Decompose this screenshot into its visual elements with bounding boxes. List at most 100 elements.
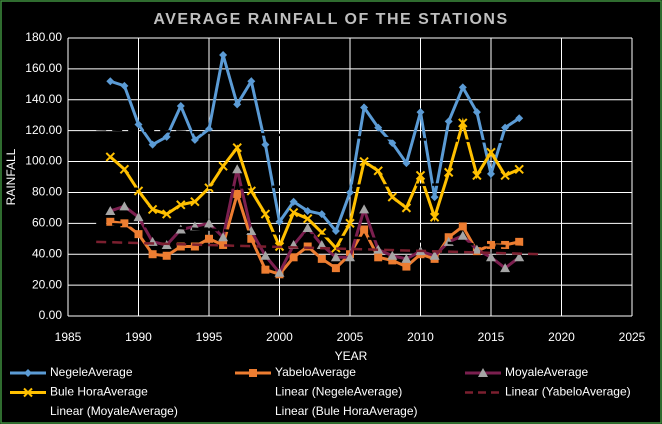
- marker: [430, 193, 439, 202]
- marker: [346, 188, 354, 197]
- marker: [134, 120, 143, 129]
- marker: [360, 225, 369, 234]
- marker: [458, 83, 467, 92]
- marker: [387, 250, 398, 260]
- marker: [429, 250, 440, 260]
- marker: [190, 135, 199, 144]
- y-tick-label: 120.00: [25, 123, 62, 137]
- marker: [247, 234, 256, 243]
- marker: [106, 217, 115, 226]
- marker: [162, 251, 171, 260]
- x-tick-label: 2000: [266, 330, 293, 344]
- marker: [190, 197, 200, 207]
- y-axis-label: RAINFALL: [4, 148, 18, 205]
- marker: [472, 108, 481, 117]
- marker: [120, 219, 129, 228]
- marker: [219, 50, 228, 59]
- y-tick-label: 100.00: [25, 154, 62, 168]
- x-tick-label: 2005: [337, 330, 364, 344]
- legend-label: NegeleAverage: [50, 365, 133, 379]
- marker: [176, 200, 186, 210]
- marker: [133, 212, 144, 222]
- x-tick-label: 1995: [196, 330, 223, 344]
- marker: [374, 253, 383, 262]
- marker: [260, 209, 271, 219]
- marker: [218, 232, 229, 242]
- y-tick-label: 80.00: [32, 185, 62, 199]
- trend-line: [96, 222, 541, 250]
- marker: [317, 254, 326, 263]
- marker: [514, 252, 525, 262]
- marker: [24, 369, 32, 377]
- marker: [261, 140, 270, 149]
- marker: [274, 267, 285, 277]
- marker: [401, 203, 412, 213]
- marker: [443, 167, 454, 178]
- marker: [444, 117, 453, 126]
- marker: [303, 206, 312, 215]
- marker: [289, 253, 298, 262]
- legend-label: Linear (Bule HoraAverage): [275, 404, 418, 418]
- marker: [331, 227, 340, 236]
- marker: [161, 209, 172, 219]
- marker: [331, 264, 340, 273]
- marker: [486, 147, 496, 157]
- legend-label: Linear (YabeloAverage): [505, 385, 631, 399]
- marker: [219, 240, 228, 249]
- marker: [388, 139, 397, 148]
- marker: [387, 192, 398, 202]
- x-tick-label: 2010: [407, 330, 434, 344]
- marker: [317, 210, 326, 219]
- marker: [233, 100, 242, 109]
- y-tick-label: 160.00: [25, 61, 62, 75]
- legend-label: Linear (NegeleAverage): [275, 385, 402, 399]
- marker: [515, 114, 524, 123]
- y-tick-label: 60.00: [32, 216, 62, 230]
- marker: [148, 250, 157, 259]
- marker: [359, 156, 369, 167]
- marker: [232, 164, 243, 174]
- marker: [316, 239, 327, 249]
- marker: [260, 250, 271, 260]
- y-tick-label: 0.00: [39, 308, 63, 322]
- marker: [120, 81, 129, 90]
- x-tick-label: 1985: [55, 330, 82, 344]
- legend: NegeleAverage YabeloAverage MoyaleAverage B…: [10, 365, 631, 418]
- marker: [373, 244, 384, 254]
- plot: [96, 50, 541, 279]
- marker: [105, 152, 116, 162]
- marker: [458, 222, 467, 231]
- legend-label: Bule HoraAverage: [50, 385, 148, 399]
- marker: [330, 252, 341, 262]
- marker: [458, 118, 468, 128]
- marker: [302, 222, 313, 232]
- marker: [261, 265, 270, 274]
- marker: [500, 263, 511, 273]
- marker: [275, 217, 284, 226]
- marker: [373, 166, 383, 176]
- y-tick-label: 180.00: [25, 30, 62, 44]
- marker: [402, 159, 411, 168]
- trend-line: [96, 181, 541, 191]
- marker: [289, 197, 298, 206]
- marker: [176, 101, 185, 110]
- marker: [345, 252, 355, 262]
- x-tick-label: 1990: [125, 330, 152, 344]
- legend-label: MoyaleAverage: [505, 365, 588, 379]
- marker: [106, 77, 115, 86]
- y-tick-label: 20.00: [32, 277, 62, 291]
- marker: [360, 103, 369, 112]
- marker: [105, 205, 116, 215]
- marker: [471, 244, 482, 254]
- marker: [429, 212, 440, 222]
- marker: [23, 387, 33, 398]
- marker: [204, 218, 214, 228]
- marker: [232, 142, 242, 153]
- chart-title: AVERAGE RAINFALL OF THE STATIONS: [153, 11, 508, 28]
- marker: [500, 170, 510, 181]
- marker: [415, 170, 426, 181]
- marker: [472, 170, 482, 181]
- marker: [478, 368, 488, 377]
- marker: [134, 230, 143, 239]
